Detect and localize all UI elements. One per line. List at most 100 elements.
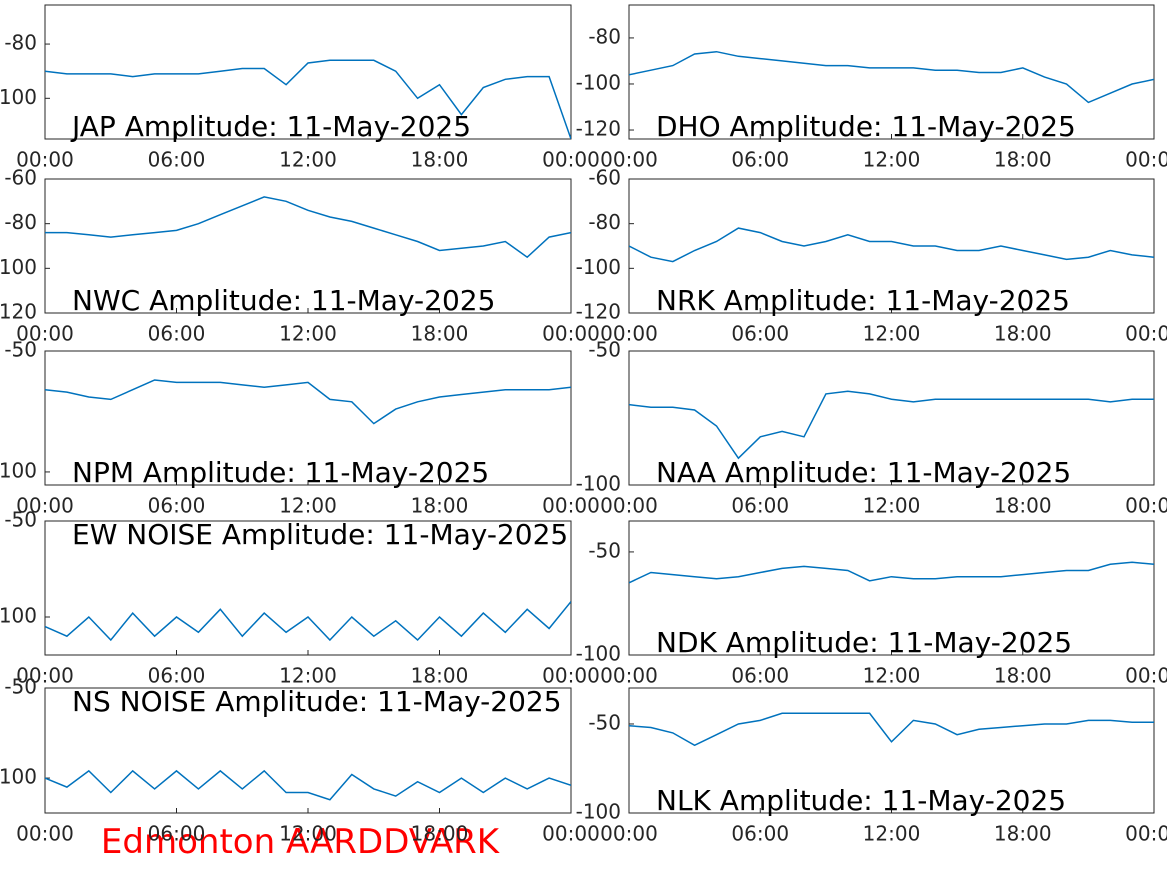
x-tick-label: 12:00: [279, 148, 337, 172]
series-line: [629, 712, 1154, 747]
x-tick-label: 12:00: [863, 664, 921, 688]
x-tick-label: 00:00: [542, 148, 600, 172]
x-tick-label: 12:00: [863, 322, 921, 346]
axes-box: [628, 687, 1155, 814]
y-tick-label: -100: [0, 85, 37, 109]
plot-title: NDK Amplitude: 11-May-2025: [656, 626, 1072, 659]
x-tick-label: 00:00: [1125, 664, 1167, 688]
series-line: [629, 390, 1154, 460]
axes-box: [44, 4, 572, 140]
subplot: -100 -50 00:00 06:00 12:00 18:00 00:00 NAA Ampl…: [576, 338, 1167, 518]
plot-title: NAA Amplitude: 11-May-2025: [656, 456, 1071, 489]
x-tick-label: 12:00: [279, 322, 337, 346]
subplot: -100 -50 00:00 06:00 12:00 18:00 00:00 NLK Ampl…: [576, 687, 1167, 846]
y-tick-label: -100: [0, 603, 37, 627]
x-tick-label: 06:00: [148, 494, 206, 518]
x-tick-label: 00:00: [16, 148, 74, 172]
x-tick-label: 00:00: [1125, 822, 1167, 846]
subplot: -100 -50 00:00 06:00 12:00 18:00 00:00 EW NOISE…: [0, 508, 600, 688]
y-tick-label: -50: [4, 675, 37, 699]
x-tick-label: 06:00: [731, 322, 789, 346]
x-tick-label: 18:00: [994, 664, 1052, 688]
subplot: -100 -50 00:00 06:00 12:00 18:00 00:00 NS NOISE…: [0, 675, 600, 846]
x-tick-label: 00:00: [542, 664, 600, 688]
subplot: -100 -80 00:00 06:00 12:00 18:00 00:00 JAP Ampl…: [0, 4, 600, 172]
y-tick-label: -100: [0, 255, 37, 279]
x-tick-label: 06:00: [731, 494, 789, 518]
y-tick-label: -50: [588, 538, 621, 562]
x-tick-label: 00:00: [1125, 494, 1167, 518]
x-tick-label: 18:00: [411, 664, 469, 688]
x-tick-label: 00:00: [16, 822, 74, 846]
y-tick-label: -120: [0, 300, 37, 324]
y-tick-label: -80: [588, 210, 621, 234]
x-tick-label: 12:00: [863, 494, 921, 518]
x-tick-label: 06:00: [148, 822, 206, 846]
series-line: [629, 561, 1154, 584]
y-tick-label: -100: [0, 765, 37, 789]
series-line: [629, 227, 1154, 263]
series-line: [45, 379, 571, 425]
x-tick-label: 18:00: [411, 322, 469, 346]
series-line: [629, 50, 1154, 104]
x-tick-label: 06:00: [148, 148, 206, 172]
plot-title: NPM Amplitude: 11-May-2025: [72, 456, 489, 489]
footer-text: Edmonton AARDDVARK: [101, 822, 501, 862]
axes-box: [628, 520, 1155, 656]
x-tick-label: 12:00: [863, 822, 921, 846]
x-tick-label: 18:00: [994, 322, 1052, 346]
plot-title: NWC Amplitude: 11-May-2025: [72, 284, 495, 317]
plot-title: DHO Amplitude: 11-May-2025: [656, 110, 1076, 143]
x-tick-label: 00:00: [16, 322, 74, 346]
x-tick-label: 06:00: [731, 822, 789, 846]
y-tick-label: -100: [576, 255, 621, 279]
y-tick-label: -100: [576, 472, 621, 496]
y-tick-label: -100: [0, 458, 37, 482]
x-tick-label: 06:00: [731, 148, 789, 172]
series-line: [45, 601, 571, 642]
axes-box: [628, 178, 1155, 314]
x-tick-label: 00:00: [600, 494, 658, 518]
y-tick-label: -50: [588, 338, 621, 362]
y-tick-label: -100: [576, 800, 621, 824]
x-tick-label: 18:00: [411, 822, 469, 846]
subplot: -100 -50 00:00 06:00 12:00 18:00 00:00 NDK Ampl…: [576, 520, 1167, 688]
x-tick-label: 00:00: [600, 148, 658, 172]
x-tick-label: 00:00: [600, 322, 658, 346]
x-tick-label: 18:00: [994, 148, 1052, 172]
plot-title: JAP Amplitude: 11-May-2025: [70, 110, 471, 143]
x-tick-label: 18:00: [411, 494, 469, 518]
y-tick-label: -50: [4, 508, 37, 532]
y-tick-label: -80: [4, 31, 37, 55]
axes-box: [628, 4, 1155, 140]
plot-title: EW NOISE Amplitude: 11-May-2025: [72, 518, 568, 551]
x-tick-label: 00:00: [600, 664, 658, 688]
subplot: -120 -100 -80 -60 00:00 06:00 12:00 18:00 00:00 N…: [576, 166, 1167, 346]
x-tick-label: 18:00: [411, 148, 469, 172]
y-tick-label: -80: [588, 24, 621, 48]
x-tick-label: 06:00: [148, 664, 206, 688]
y-tick-label: -50: [4, 338, 37, 362]
y-tick-label: -120: [576, 300, 621, 324]
subplot: -120 -100 -80 00:00 06:00 12:00 18:00 00:00 DHO …: [576, 4, 1167, 172]
x-tick-label: 06:00: [731, 664, 789, 688]
series-line: [45, 59, 571, 139]
series-line: [45, 769, 571, 801]
y-tick-label: -120: [576, 117, 621, 141]
y-tick-label: -100: [576, 70, 621, 94]
x-tick-label: 00:00: [1125, 148, 1167, 172]
subplot: -100 -50 00:00 06:00 12:00 18:00 00:00 NPM Ampl…: [0, 338, 600, 518]
x-tick-label: 12:00: [279, 822, 337, 846]
y-tick-label: -60: [588, 166, 621, 190]
y-tick-label: -60: [4, 166, 37, 190]
x-tick-label: 18:00: [994, 494, 1052, 518]
y-tick-label: -50: [588, 710, 621, 734]
x-tick-label: 06:00: [148, 322, 206, 346]
plot-title: NS NOISE Amplitude: 11-May-2025: [72, 685, 562, 718]
series-line: [45, 196, 571, 259]
plot-title: NRK Amplitude: 11-May-2025: [656, 284, 1070, 317]
x-tick-label: 12:00: [279, 494, 337, 518]
x-tick-label: 00:00: [542, 822, 600, 846]
x-tick-label: 18:00: [994, 822, 1052, 846]
x-tick-label: 00:00: [16, 664, 74, 688]
